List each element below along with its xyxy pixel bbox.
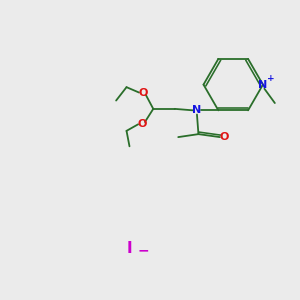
Text: I: I: [126, 241, 132, 256]
Text: N: N: [258, 80, 268, 90]
Text: O: O: [220, 132, 229, 142]
Text: N: N: [192, 105, 202, 116]
Text: −: −: [138, 244, 149, 257]
Text: +: +: [267, 74, 274, 82]
Text: O: O: [138, 88, 148, 98]
Text: O: O: [137, 119, 147, 129]
